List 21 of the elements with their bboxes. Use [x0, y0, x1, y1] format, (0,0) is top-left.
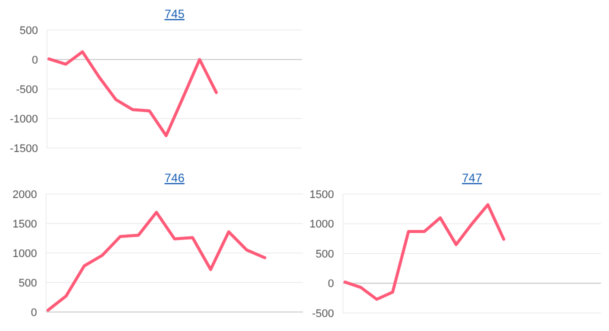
y-tick-label: 500 [316, 248, 334, 260]
line-series [48, 50, 218, 138]
y-tick-label: 1500 [12, 218, 37, 230]
y-tick-label: 500 [20, 24, 38, 37]
y-tick-label: -1000 [10, 113, 38, 126]
y-tick-label: 0 [30, 306, 37, 319]
line-series [344, 203, 506, 301]
y-tick-label: 500 [18, 277, 37, 290]
y-tick-label: 2000 [12, 188, 37, 201]
y-tick-label: -500 [312, 308, 334, 320]
y-tick-label: 0 [328, 278, 334, 290]
y-tick-label: -500 [16, 84, 38, 96]
chart-title: 747 [462, 171, 482, 185]
chart-title: 746 [164, 171, 185, 185]
y-tick-label: 1500 [310, 188, 334, 201]
y-tick-label: -1500 [10, 142, 38, 155]
y-tick-label: 0 [32, 54, 38, 66]
y-tick-label: 1000 [310, 218, 334, 231]
chart-title: 745 [164, 7, 185, 21]
line-series [46, 210, 266, 312]
y-tick-label: 1000 [12, 248, 37, 260]
